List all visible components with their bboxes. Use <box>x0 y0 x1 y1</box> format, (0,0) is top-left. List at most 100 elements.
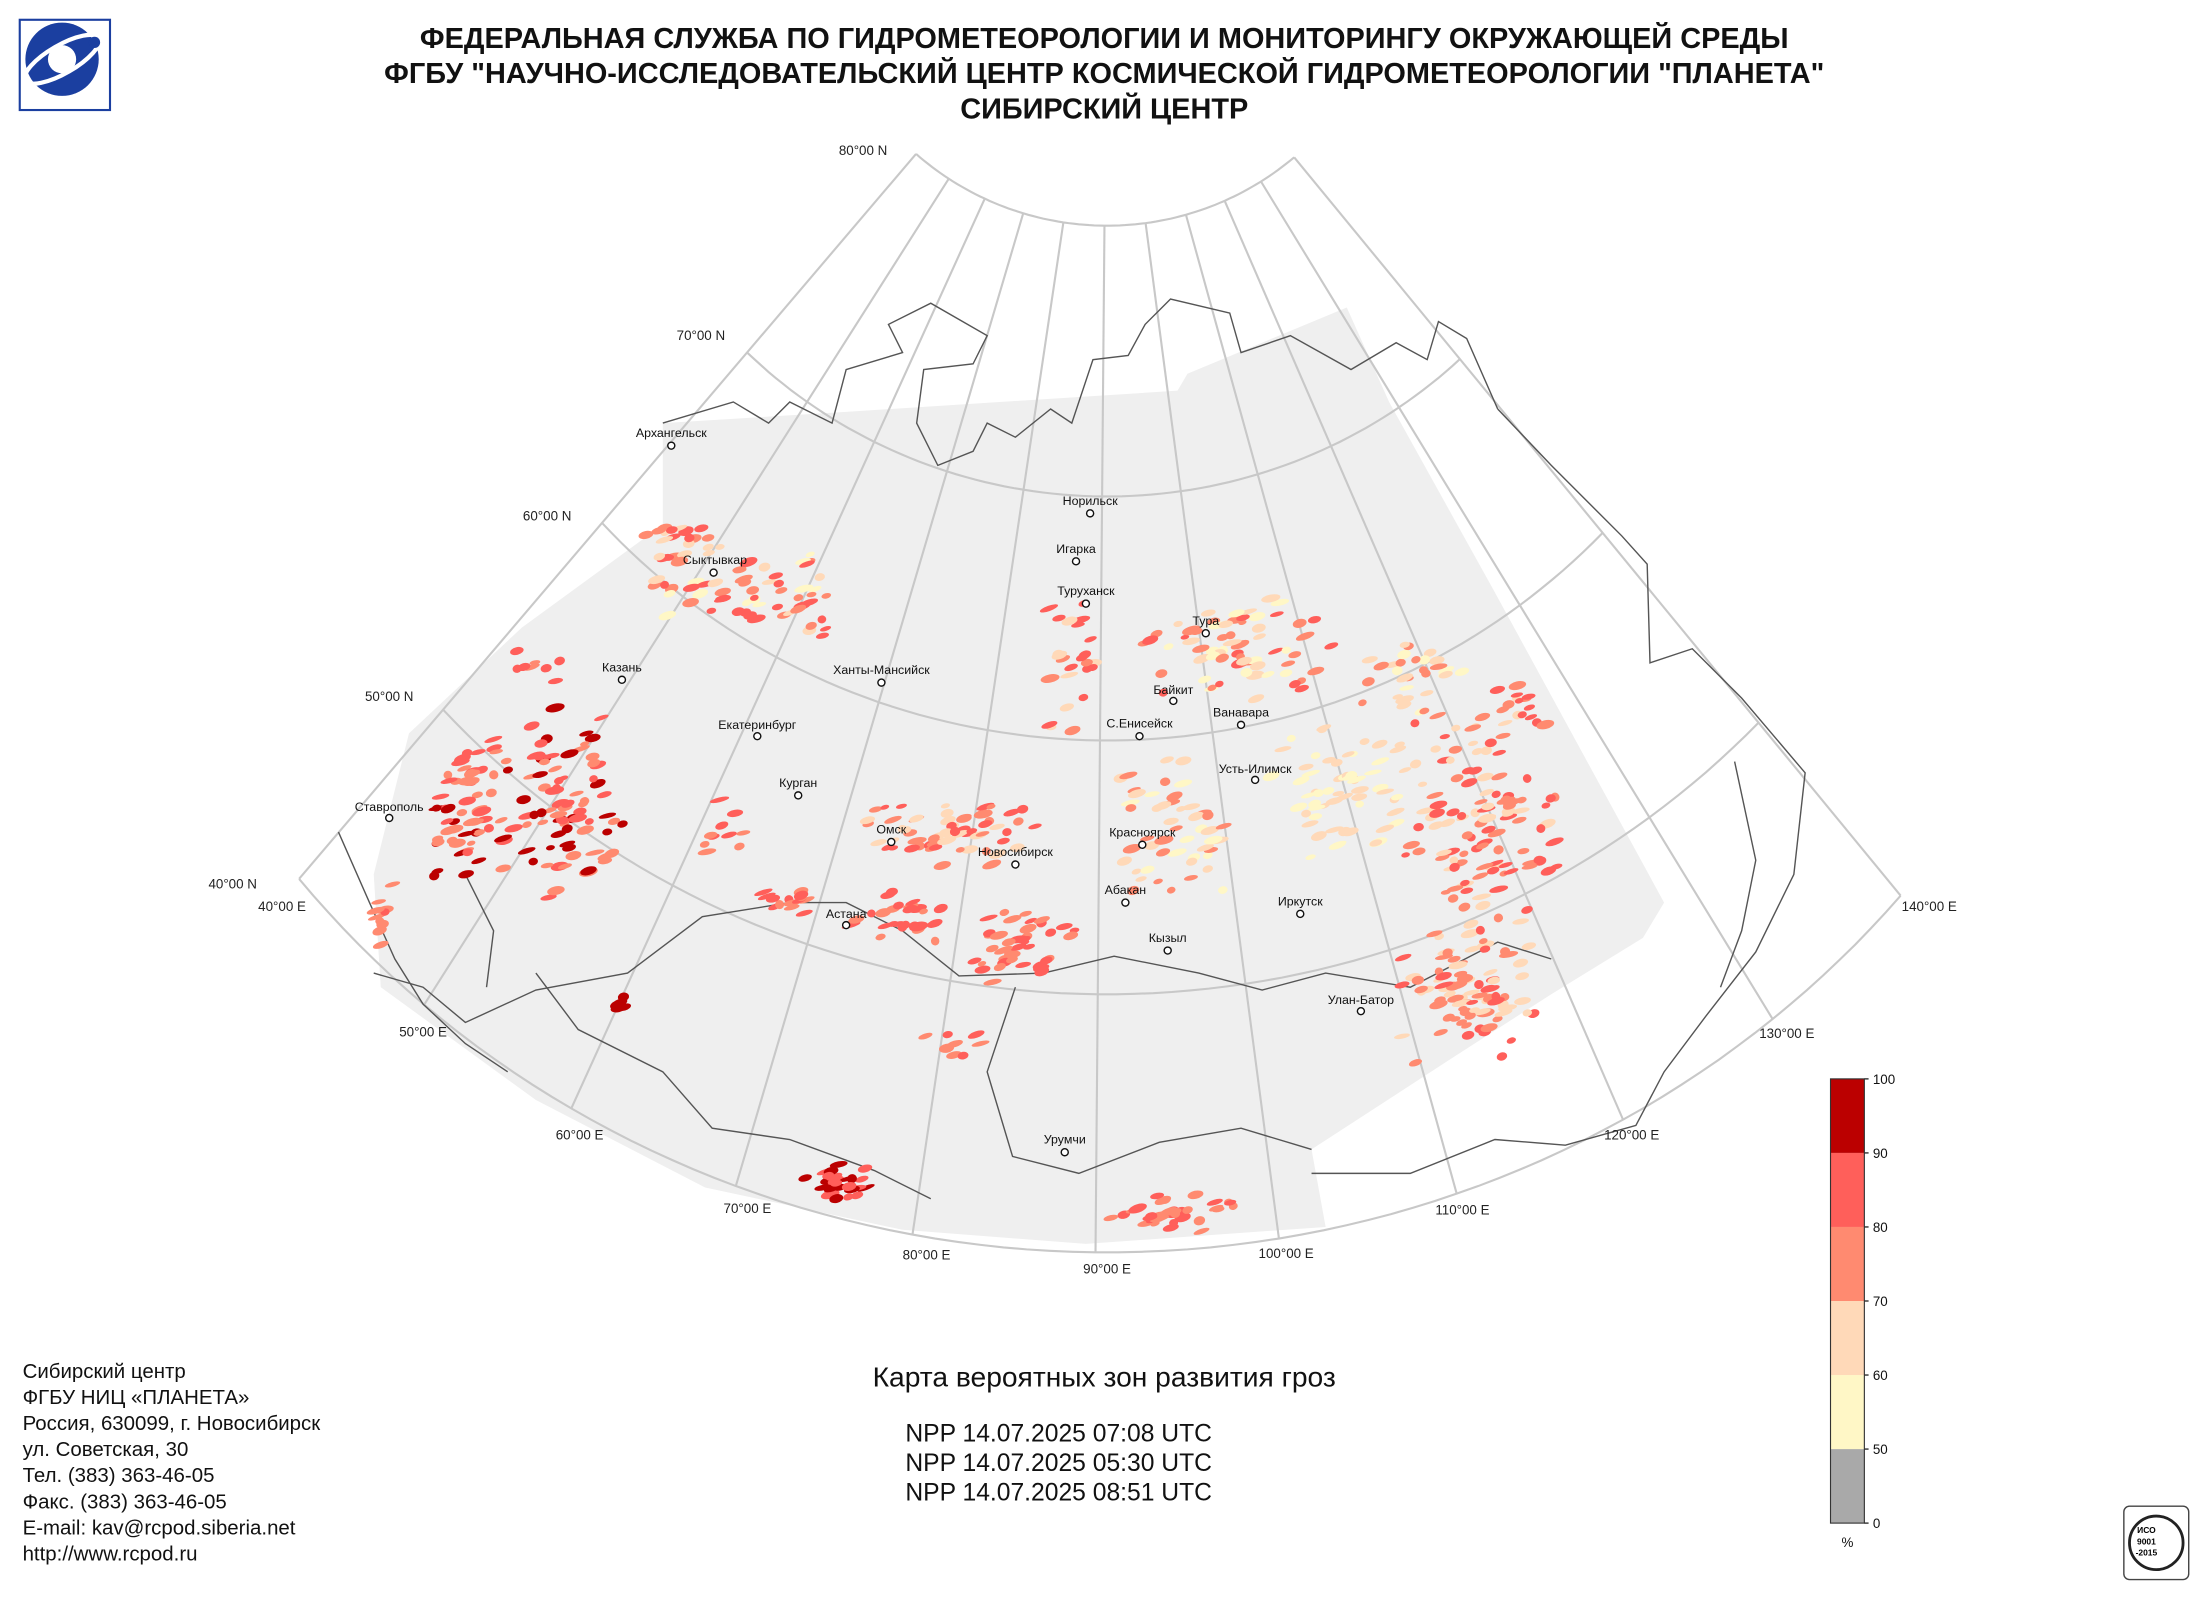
storm-cell <box>1471 893 1492 901</box>
storm-cell <box>1103 1214 1119 1222</box>
city-label: Красноярск <box>1109 825 1176 839</box>
storm-cell <box>1182 625 1201 636</box>
storm-cell <box>665 554 675 561</box>
storm-cell <box>462 817 481 827</box>
storm-cell <box>1475 900 1491 911</box>
storm-cell <box>1347 775 1366 784</box>
storm-cell <box>1471 992 1488 999</box>
city-dot <box>1250 775 1260 785</box>
storm-cell <box>1150 1221 1160 1227</box>
storm-cell <box>989 849 1006 859</box>
storm-cell <box>694 524 709 533</box>
storm-cell <box>542 752 560 759</box>
storm-cell <box>1438 670 1453 679</box>
colorbar-band <box>1830 1078 1865 1153</box>
storm-cell <box>1451 724 1461 732</box>
storm-cell <box>1175 756 1192 766</box>
storm-cell <box>1080 658 1093 667</box>
storm-cell <box>715 544 725 550</box>
storm-cell <box>1461 831 1473 840</box>
storm-cell <box>908 921 919 930</box>
storm-cell <box>1155 669 1168 678</box>
storm-cell <box>1290 802 1308 812</box>
storm-cell <box>1240 668 1253 678</box>
storm-cell <box>1414 985 1428 994</box>
storm-cell <box>870 839 887 847</box>
colorbar-tick-label: 60 <box>1873 1368 1888 1383</box>
storm-cell <box>928 844 943 851</box>
storm-cell <box>1281 660 1296 667</box>
storm-cell <box>793 594 804 602</box>
storm-cell <box>1251 623 1266 633</box>
storm-cell <box>1521 863 1538 870</box>
storm-cell <box>1358 699 1367 707</box>
meridian-label: 80°00 E <box>903 1247 951 1262</box>
storm-cell <box>1442 1013 1455 1022</box>
storm-cell <box>956 814 972 823</box>
storm-cell <box>458 796 476 806</box>
storm-cell <box>440 826 458 836</box>
storm-cell <box>1056 923 1073 931</box>
storm-cell <box>670 556 689 567</box>
storm-cell <box>1411 975 1425 985</box>
storm-cell <box>1301 809 1311 818</box>
storm-cell <box>1059 703 1074 712</box>
storm-cell <box>1413 823 1424 832</box>
storm-cell <box>1182 803 1201 811</box>
storm-cell <box>1203 851 1213 860</box>
storm-cell <box>557 863 572 870</box>
storm-cell <box>1450 774 1464 783</box>
storm-cell <box>1019 923 1037 934</box>
meridian-line <box>1144 222 1280 1239</box>
storm-cell <box>1301 820 1319 828</box>
storm-cell <box>907 837 927 845</box>
storm-cell <box>997 837 1010 845</box>
storm-cell <box>1484 738 1497 748</box>
meridian-label: 70°00 E <box>724 1201 772 1216</box>
storm-cell <box>806 591 817 598</box>
storm-cell <box>1506 1037 1517 1044</box>
storm-cell <box>736 830 751 836</box>
storm-cell <box>1040 956 1053 965</box>
storm-cell <box>1331 840 1347 848</box>
storm-cell <box>1341 751 1355 758</box>
storm-cell <box>1397 649 1411 660</box>
storm-cell <box>1395 658 1406 667</box>
storm-cell <box>1286 734 1296 743</box>
iso-text: -2015 <box>2136 1548 2158 1558</box>
header-line: ФЕДЕРАЛЬНАЯ СЛУЖБА ПО ГИДРОМЕТЕОРОЛОГИИ … <box>420 21 1789 55</box>
storm-cell <box>1248 611 1266 622</box>
storm-cell <box>1479 788 1494 797</box>
storm-cell <box>841 1181 857 1192</box>
storm-cell <box>1478 813 1497 823</box>
storm-cell <box>547 885 565 896</box>
storm-cell <box>949 826 961 837</box>
storm-cell <box>1142 1214 1158 1221</box>
storm-cell <box>483 824 494 833</box>
storm-cell <box>1364 769 1382 776</box>
storm-cell <box>1084 636 1097 643</box>
storm-cell <box>1308 799 1322 809</box>
storm-cell <box>1301 769 1320 777</box>
storm-cell <box>517 847 536 855</box>
storm-cell <box>1060 671 1079 679</box>
storm-cell <box>989 823 1005 831</box>
storm-cell <box>504 824 523 833</box>
storm-cell <box>512 664 522 673</box>
storm-cell <box>1503 868 1519 875</box>
logo <box>18 18 112 112</box>
storm-cell <box>1491 790 1501 798</box>
storm-cell <box>1041 721 1058 729</box>
storm-cell <box>1430 745 1441 753</box>
city-dot <box>753 731 762 741</box>
storm-cell <box>1192 644 1210 653</box>
storm-cell <box>585 752 600 761</box>
storm-cell <box>372 926 387 936</box>
storm-cell <box>986 804 996 810</box>
storm-cell <box>484 735 503 743</box>
meridian-label: 40°00 E <box>258 899 306 914</box>
storm-cell <box>1496 1052 1508 1061</box>
storm-cell <box>1116 856 1132 866</box>
storm-cell <box>580 741 590 747</box>
storm-cell <box>522 821 532 828</box>
